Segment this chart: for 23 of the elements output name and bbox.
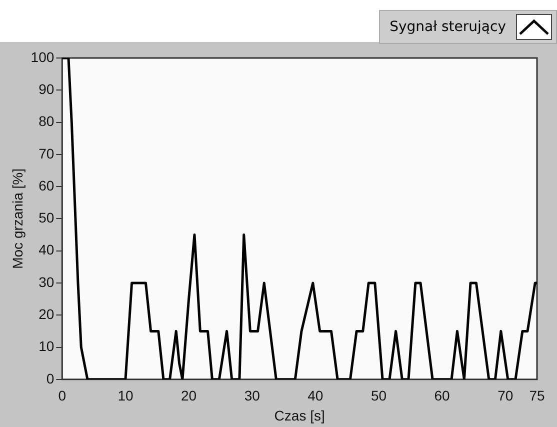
y-tick-label: 90 <box>38 81 54 97</box>
y-tick-label: 0 <box>46 370 54 386</box>
y-tick-label: 60 <box>38 177 54 194</box>
x-tick-label: 75 <box>529 388 545 404</box>
legend-label: Sygnał sterujący <box>390 19 506 35</box>
y-tick-label: 100 <box>30 48 54 65</box>
y-tick-label: 50 <box>38 210 54 226</box>
x-tick-label: 40 <box>308 388 324 404</box>
x-tick-label: 10 <box>118 388 134 404</box>
y-tick-label: 30 <box>38 274 54 290</box>
x-axis-title: Czas [s] <box>274 407 325 424</box>
y-tick-label: 10 <box>38 338 54 354</box>
y-tick-label: 20 <box>38 306 54 322</box>
x-tick-label: 70 <box>498 388 514 404</box>
x-tick-label: 0 <box>58 388 66 404</box>
x-tick-label: 60 <box>434 388 450 404</box>
x-tick-label: 30 <box>244 388 260 404</box>
y-tick-label: 80 <box>38 113 54 130</box>
y-axis-title: Moc grzania [%] <box>9 168 26 269</box>
x-tick-label: 20 <box>180 388 197 404</box>
x-tick-label: 50 <box>370 388 387 404</box>
y-tick-label: 70 <box>38 145 54 162</box>
y-tick-label: 40 <box>38 242 54 258</box>
